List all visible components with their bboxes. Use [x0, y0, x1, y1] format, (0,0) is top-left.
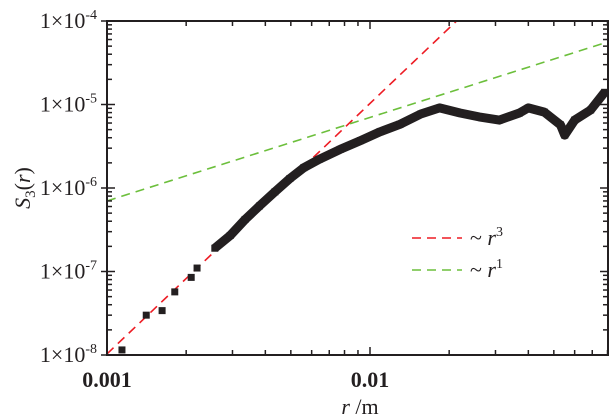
legend-label-r1: ~ r1: [470, 257, 503, 282]
data-point: [524, 104, 532, 112]
data-point: [356, 137, 364, 145]
data-point: [187, 273, 195, 281]
x-axis-label: r /m: [341, 394, 378, 419]
y-tick-label: 1×10-5: [40, 92, 97, 117]
data-point: [241, 215, 249, 223]
data-point: [475, 113, 483, 121]
x-tick-label: 0.001: [82, 367, 132, 392]
data-point: [118, 346, 126, 354]
data-point: [193, 264, 201, 272]
data-point: [271, 188, 279, 196]
x-tick-label: 0.01: [351, 367, 390, 392]
data-point: [315, 155, 323, 163]
data-point: [286, 174, 294, 182]
fit-line-r1: [107, 41, 608, 202]
legend-label-r3: ~ r3: [470, 225, 503, 250]
data-point: [255, 202, 263, 210]
data-point: [211, 244, 219, 252]
y-tick-label: 1×10-6: [40, 175, 97, 200]
data-band: [211, 89, 609, 252]
data-point: [158, 307, 166, 315]
y-axis-label: S3(r): [10, 167, 39, 209]
data-point: [436, 104, 444, 112]
data-point: [396, 120, 404, 128]
data-point: [515, 109, 523, 117]
axes: [101, 20, 609, 356]
data-points: [118, 88, 609, 354]
y-tick-label: 1×10-8: [40, 342, 97, 367]
data-point: [417, 110, 425, 118]
data-point: [456, 109, 464, 117]
data-point: [171, 288, 179, 296]
y-tick-label: 1×10-4: [40, 8, 97, 33]
data-point: [587, 106, 595, 114]
tick-labels: 0.001 0.01 1×10-8 1×10-7 1×10-6 1×10-5 1×10-4: [40, 8, 389, 392]
data-point: [226, 231, 234, 239]
data-point: [561, 131, 569, 139]
data-point: [601, 88, 609, 96]
data-point: [571, 116, 579, 124]
data-point: [376, 128, 384, 136]
fit-lines: [107, 21, 608, 355]
data-point: [300, 164, 308, 172]
data-point: [540, 108, 548, 116]
y-tick-label: 1×10-7: [40, 259, 97, 284]
legend: ~ r3 ~ r1: [412, 225, 503, 282]
data-point: [495, 116, 503, 124]
plot-frame: [106, 20, 609, 356]
data-point: [142, 311, 150, 319]
data-point: [556, 121, 564, 129]
data-point: [336, 145, 344, 153]
